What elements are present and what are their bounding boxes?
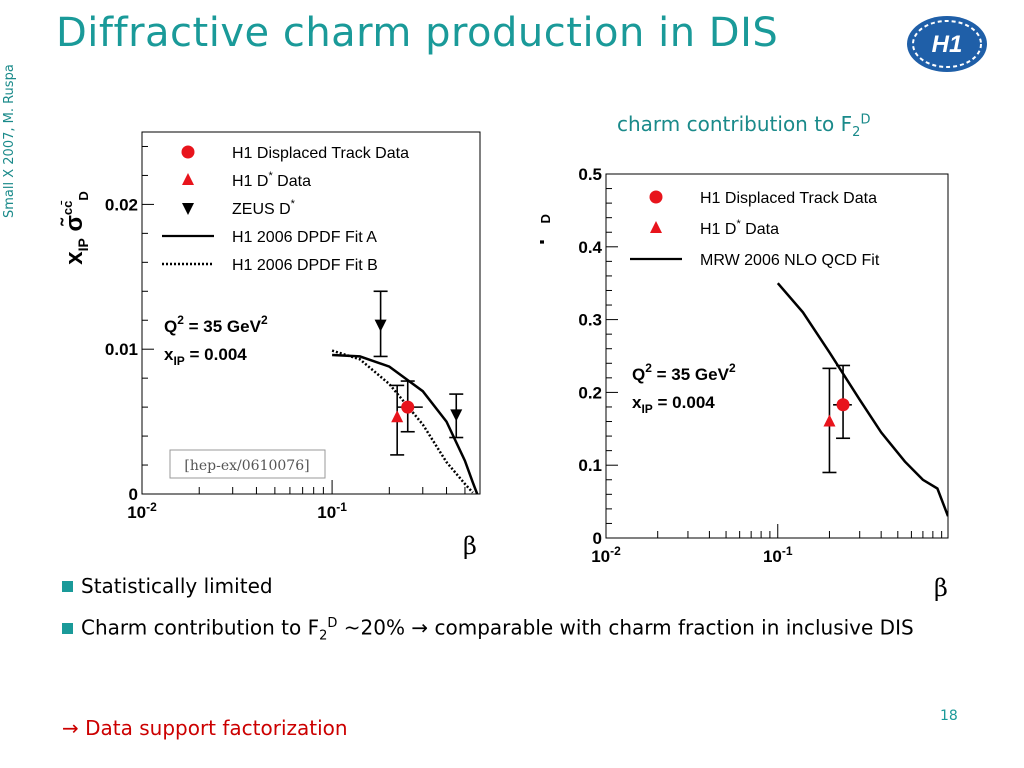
- arrow-right-icon: →: [62, 716, 79, 740]
- side-credit: Small X 2007, M. Ruspa: [2, 64, 17, 218]
- right-x-axis-label: β: [934, 574, 948, 602]
- legend-label: MRW 2006 NLO QCD Fit: [700, 252, 880, 269]
- legend-marker: [650, 221, 662, 233]
- plot-frame: [605, 173, 949, 539]
- chart-subtitle: charm contribution to F2D: [617, 112, 871, 140]
- fit-curve: [776, 282, 948, 517]
- bullet-statistics: Statistically limited: [62, 572, 962, 600]
- svg-text:H1: H1: [932, 31, 963, 58]
- fit-b-curve: [331, 349, 474, 494]
- data-point: [450, 409, 463, 422]
- legend-marker: [181, 145, 195, 159]
- left-x-axis-label: β: [463, 532, 477, 560]
- page-number: 18: [940, 708, 958, 724]
- y-tick-label: 0.5: [578, 165, 602, 184]
- data-point: [836, 398, 850, 412]
- y-tick-label: 0.1: [578, 456, 602, 475]
- bullet-charm-contribution: Charm contribution to F2D ~20% → compara…: [62, 610, 962, 651]
- legend-label: ZEUS D*: [232, 198, 296, 218]
- fit-curve: [332, 353, 479, 494]
- data-point: [823, 414, 836, 427]
- legend-label: H1 2006 DPDF Fit A: [232, 229, 377, 246]
- y-axis-label-text: fcc̄D: [540, 214, 553, 246]
- kinematics-xip: xIP = 0.004: [164, 345, 247, 368]
- y-tick-label: 0.01: [105, 340, 138, 359]
- kinematics-xip: xIP = 0.004: [632, 393, 715, 416]
- plot-frame: [141, 131, 481, 495]
- y-axis-label-text: xIP σ̃cc̄D: [60, 191, 91, 265]
- x-tick-label: 10-2: [591, 544, 621, 566]
- left-chart: 10-2 10-1 0 0.01 0.02 H1 Displaced Track Data…: [60, 118, 500, 538]
- right-chart-canvas: 10-2 10-1 0 0.1 0.2 0.3 0.4 0.5 H1 Displaced Tra…: [522, 165, 949, 566]
- legend-label: H1 2006 DPDF Fit B: [232, 257, 378, 274]
- bullet-square-icon: [62, 622, 73, 634]
- x-tick-label: 10-1: [763, 544, 793, 566]
- conclusion-text: → Data support factorization: [62, 716, 348, 740]
- right-chart: 10-2 10-1 0 0.1 0.2 0.3 0.4 0.5 H1 Displaced Tra…: [522, 150, 960, 580]
- legend-label: H1 Displaced Track Data: [700, 190, 877, 207]
- left-y-axis-label: xIP σ̃cc̄D: [60, 191, 91, 265]
- legend-label: H1 Displaced Track Data: [232, 145, 409, 162]
- bullet-list: Statistically limited Charm contribution…: [62, 572, 962, 661]
- h1-logo: H1: [907, 16, 987, 72]
- legend-marker: [182, 203, 194, 215]
- data-point: [374, 319, 387, 332]
- left-chart-canvas: 10-2 10-1 0 0.01 0.02 H1 Displaced Track Data…: [60, 131, 481, 522]
- y-tick-label: 0.02: [105, 195, 138, 214]
- reference-box: [169, 449, 326, 479]
- kinematics-q2: Q2 = 35 GeV2: [164, 313, 268, 336]
- x-tick-label: 10-1: [317, 500, 347, 522]
- y-tick-label: 0.4: [578, 238, 602, 257]
- legend-marker: [649, 190, 663, 204]
- x-tick-label: 10-2: [127, 500, 157, 522]
- y-tick-label: 0: [593, 529, 602, 548]
- y-tick-label: 0.3: [578, 311, 602, 330]
- right-y-axis-label: fcc̄D: [522, 214, 553, 246]
- slide-title: Diffractive charm production in DIS: [56, 10, 779, 56]
- reference-label: [hep-ex/0610076]: [184, 458, 309, 474]
- data-point: [401, 400, 415, 414]
- kinematics-q2: Q2 = 35 GeV2: [632, 361, 736, 384]
- legend-label: H1 D* Data: [232, 170, 311, 190]
- arrow-right-icon: →: [411, 615, 429, 640]
- legend-marker: [182, 173, 194, 185]
- y-tick-label: 0.2: [578, 383, 602, 402]
- y-tick-label: 0: [129, 485, 138, 504]
- legend-label: H1 D* Data: [700, 218, 779, 238]
- bullet-square-icon: [62, 581, 73, 592]
- data-point: [391, 410, 404, 423]
